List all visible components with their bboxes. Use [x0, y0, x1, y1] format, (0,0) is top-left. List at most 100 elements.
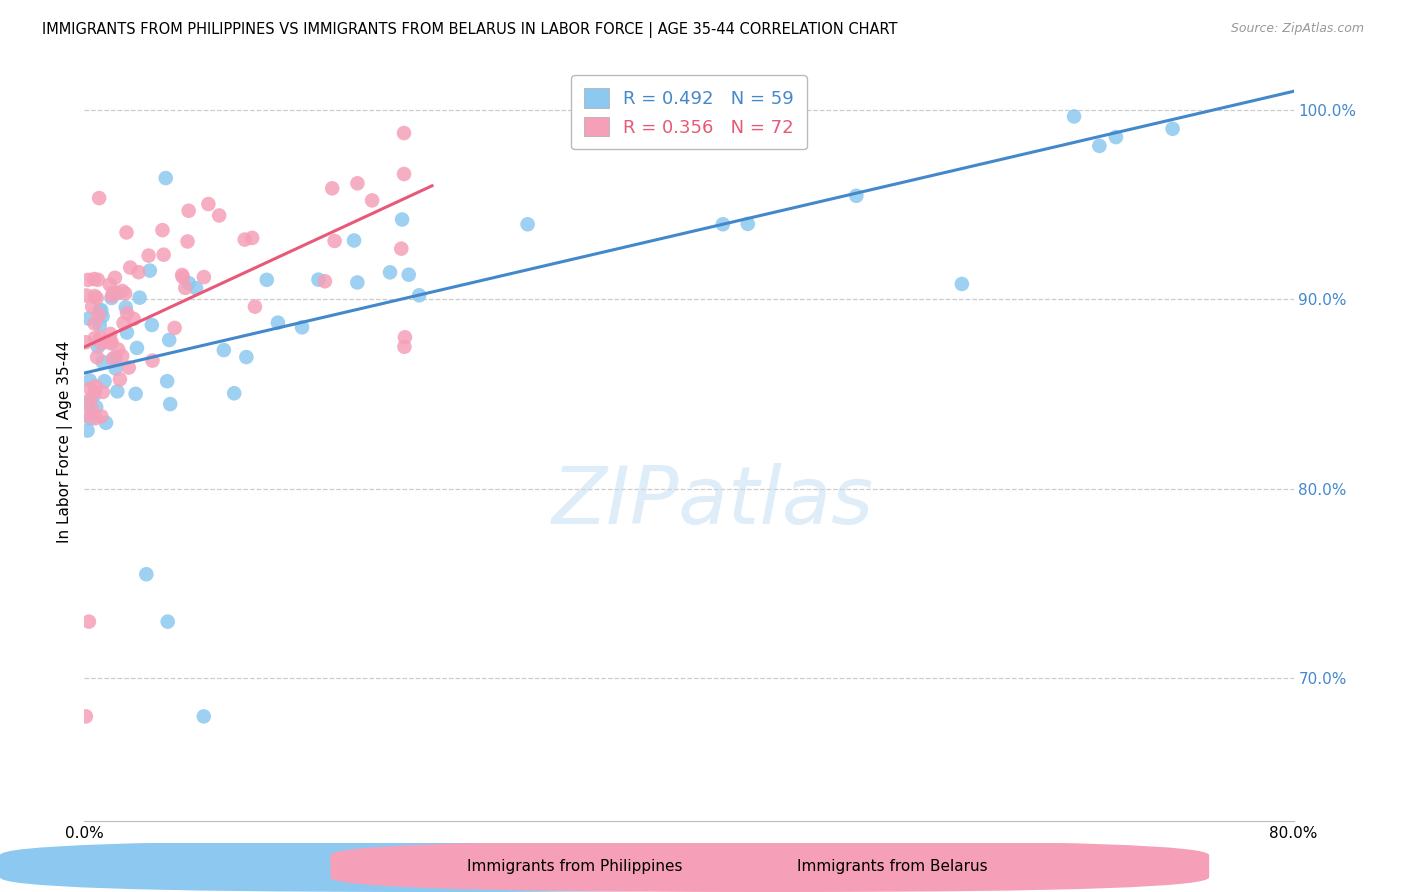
- Point: [378, 265, 401, 279]
- Point: [80, 401, 103, 415]
- Point: [84, 400, 107, 414]
- Point: [156, 374, 179, 388]
- Text: Source: ZipAtlas.com: Source: ZipAtlas.com: [1230, 22, 1364, 36]
- Point: [184, 281, 207, 295]
- Point: [111, 349, 134, 363]
- Point: [392, 126, 415, 140]
- Point: [212, 343, 235, 357]
- Point: [389, 242, 412, 256]
- Point: [98, 326, 121, 341]
- Point: [79, 374, 101, 388]
- Point: [394, 340, 416, 354]
- Point: [711, 217, 734, 231]
- Point: [111, 284, 134, 298]
- Point: [94, 416, 117, 430]
- Text: ZIPatlas: ZIPatlas: [553, 463, 875, 541]
- Point: [90, 409, 112, 424]
- Point: [115, 326, 138, 340]
- Point: [141, 353, 163, 368]
- Y-axis label: In Labor Force | Age 35-44: In Labor Force | Age 35-44: [58, 341, 73, 542]
- Point: [100, 334, 122, 349]
- Point: [737, 217, 759, 231]
- Point: [177, 203, 200, 218]
- Legend: R = 0.492   N = 59, R = 0.356   N = 72: R = 0.492 N = 59, R = 0.356 N = 72: [571, 75, 807, 149]
- Point: [77, 273, 100, 287]
- Point: [314, 274, 336, 288]
- Point: [79, 411, 101, 425]
- Point: [82, 300, 104, 314]
- Point: [346, 177, 368, 191]
- Point: [75, 709, 97, 723]
- FancyBboxPatch shape: [0, 840, 879, 892]
- Point: [243, 300, 266, 314]
- Point: [86, 291, 108, 305]
- Point: [115, 226, 138, 240]
- Point: [105, 384, 128, 399]
- Point: [77, 615, 100, 629]
- Point: [75, 288, 97, 302]
- Point: [152, 248, 174, 262]
- Point: [1105, 130, 1128, 145]
- Point: [156, 615, 179, 629]
- Point: [86, 350, 108, 364]
- Point: [193, 709, 215, 723]
- Point: [176, 235, 198, 249]
- Point: [104, 361, 127, 376]
- Point: [76, 396, 98, 410]
- Point: [163, 321, 186, 335]
- Point: [172, 268, 194, 282]
- Point: [516, 217, 538, 231]
- Point: [1063, 110, 1085, 124]
- Point: [307, 272, 329, 286]
- Point: [950, 277, 973, 291]
- Point: [84, 411, 107, 425]
- Point: [104, 270, 127, 285]
- Point: [118, 360, 141, 375]
- Point: [84, 379, 107, 393]
- Point: [76, 424, 98, 438]
- Point: [90, 303, 112, 318]
- Point: [79, 382, 101, 396]
- Point: [90, 336, 112, 351]
- Point: [138, 249, 160, 263]
- Point: [87, 191, 110, 205]
- Point: [114, 301, 136, 315]
- Point: [89, 330, 111, 344]
- Point: [785, 128, 807, 143]
- Point: [346, 276, 368, 290]
- Point: [83, 289, 105, 303]
- Point: [135, 567, 157, 582]
- Point: [115, 306, 138, 320]
- Point: [91, 355, 114, 369]
- Point: [392, 167, 415, 181]
- Point: [343, 234, 366, 248]
- Point: [122, 311, 145, 326]
- Point: [77, 311, 100, 326]
- Point: [141, 318, 163, 332]
- Point: [91, 384, 114, 399]
- Point: [79, 392, 101, 407]
- Point: [100, 291, 122, 305]
- Point: [155, 171, 177, 186]
- Point: [125, 341, 148, 355]
- Point: [83, 331, 105, 345]
- Point: [75, 335, 97, 350]
- Point: [89, 318, 111, 333]
- Text: Immigrants from Belarus: Immigrants from Belarus: [797, 859, 988, 874]
- Point: [93, 374, 115, 388]
- Point: [240, 231, 263, 245]
- Point: [1161, 121, 1184, 136]
- Point: [321, 181, 343, 195]
- Text: IMMIGRANTS FROM PHILIPPINES VS IMMIGRANTS FROM BELARUS IN LABOR FORCE | AGE 35-4: IMMIGRANTS FROM PHILIPPINES VS IMMIGRANT…: [42, 22, 897, 38]
- Point: [235, 350, 257, 364]
- Point: [98, 277, 121, 292]
- Point: [89, 303, 111, 318]
- Point: [87, 340, 110, 354]
- Point: [408, 288, 430, 302]
- Point: [394, 330, 416, 344]
- Point: [174, 281, 197, 295]
- Point: [391, 212, 413, 227]
- Point: [323, 234, 346, 248]
- Point: [83, 389, 105, 403]
- Point: [177, 277, 200, 291]
